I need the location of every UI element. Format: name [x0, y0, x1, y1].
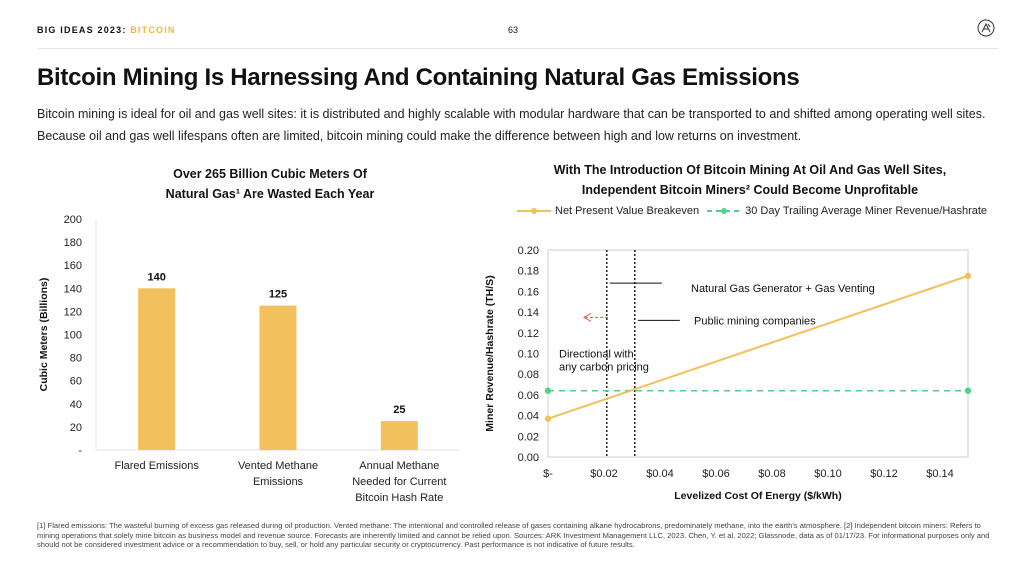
line-y-tick-label: 0.10	[518, 349, 539, 361]
line-y-tick-label: 0.16	[518, 286, 539, 298]
bar-y-tick-label: 100	[64, 330, 82, 342]
right-chart-title: With The Introduction Of Bitcoin Mining …	[500, 160, 1000, 200]
line-chart: 0.00 0.02 0.04 0.06 0.08 0.10 0.12 0.14 0.16 0.18…	[484, 245, 972, 502]
bar-y-tick-label: 40	[70, 399, 82, 411]
line-x-tick-label: $0.14	[926, 468, 954, 480]
bar-category-label: Needed for Current	[352, 476, 446, 488]
bar-category-label: Annual Methane	[359, 460, 439, 472]
right-chart-title-line1: With The Introduction Of Bitcoin Mining …	[553, 163, 947, 177]
bar-category-label: Vented Methane	[238, 460, 318, 472]
line-y-tick-label: 0.18	[518, 266, 539, 278]
bar-y-tick-label: 200	[64, 214, 82, 226]
line-y-tick-label: 0.14	[518, 307, 539, 319]
bar	[138, 288, 176, 450]
plot-frame	[547, 249, 969, 458]
bar	[259, 305, 297, 450]
bar-y-tick-label: 80	[70, 353, 82, 365]
line-x-tick-label: $-	[543, 468, 553, 480]
left-chart-title-line2: Natural Gas¹ Are Wasted Each Year	[165, 187, 375, 201]
footnote: [1] Flared emissions: The wasteful burni…	[37, 521, 990, 550]
bar-data-label: 25	[393, 404, 405, 416]
line-x-tick-label: $0.12	[870, 468, 898, 480]
left-chart-title-line1: Over 265 Billion Cubic Meters Of	[173, 167, 367, 181]
header-accent: BITCOIN	[130, 25, 176, 35]
legend-revenue-label: 30 Day Trailing Average Miner Revenue/Ha…	[745, 205, 988, 217]
breakeven-series-point	[544, 415, 552, 422]
line-x-tick-label: $0.06	[702, 468, 730, 480]
line-y-tick-label: 0.06	[518, 390, 539, 402]
bar-data-label: 140	[147, 271, 165, 283]
report-header: BIG IDEAS 2023: BITCOIN	[37, 25, 176, 35]
revenue-series-point	[544, 387, 552, 394]
bar-y-tick-label: 180	[64, 237, 82, 249]
page-title: Bitcoin Mining Is Harnessing And Contain…	[37, 64, 800, 91]
carbon-pricing-arrowhead	[582, 312, 592, 322]
bar-y-tick-label: 60	[70, 376, 82, 388]
legend-breakeven-swatch	[517, 206, 551, 216]
gas-annotation-label: Natural Gas Generator + Gas Venting	[691, 283, 875, 295]
breakeven-series-point	[964, 272, 972, 280]
header-divider	[37, 48, 997, 49]
line-x-tick-label: $0.02	[590, 468, 618, 480]
bar-y-tick-label: 140	[64, 283, 82, 295]
header-prefix: BIG IDEAS 2023:	[37, 25, 131, 35]
bar-y-tick-label: 20	[70, 422, 82, 434]
ark-logo-icon	[977, 19, 995, 37]
line-y-tick-label: 0.02	[518, 431, 539, 443]
bar-y-tick-label: -	[78, 445, 82, 457]
line-x-axis-title: Levelized Cost Of Energy ($/kWh)	[674, 490, 841, 502]
bar-data-label: 125	[269, 289, 287, 301]
directional-note-line1: Directional with	[559, 349, 634, 361]
line-y-tick-label: 0.04	[518, 411, 539, 423]
line-y-axis-title: Miner Revenue/Hashrate (TH/S)	[484, 275, 496, 431]
breakeven-series-line	[547, 274, 969, 420]
line-x-tick-label: $0.04	[646, 468, 674, 480]
page-number: 63	[508, 25, 519, 35]
bar-category-label: Bitcoin Hash Rate	[355, 492, 443, 504]
right-chart-title-line2: Independent Bitcoin Miners² Could Become…	[581, 183, 919, 197]
line-x-tick-label: $0.08	[758, 468, 786, 480]
directional-note-line2: any carbon pricing	[559, 362, 649, 374]
bar-category-label: Flared Emissions	[114, 460, 199, 472]
intro-paragraph: Bitcoin mining is ideal for oil and gas …	[37, 107, 986, 143]
bar	[380, 421, 418, 450]
left-chart-title: Over 265 Billion Cubic Meters Of Natural…	[80, 164, 460, 204]
line-y-tick-label: 0.12	[518, 328, 539, 340]
line-y-tick-label: 0.20	[518, 245, 539, 257]
line-y-tick-label: 0.08	[518, 369, 539, 381]
bar-y-axis-title: Cubic Meters (Billions)	[38, 278, 50, 392]
bar-category-label: Emissions	[253, 476, 304, 488]
bar-y-tick-label: 160	[64, 260, 82, 272]
legend-revenue-swatch	[707, 206, 742, 216]
bar-y-tick-label: 120	[64, 306, 82, 318]
line-x-tick-label: $0.10	[814, 468, 842, 480]
bar-chart: - 20 40 60 80 100 120 140 160 180 200 Cubic Meters …	[38, 214, 460, 504]
public-annotation-label: Public mining companies	[694, 315, 816, 327]
legend-breakeven-label: Net Present Value Breakeven	[555, 205, 700, 217]
line-y-tick-label: 0.00	[518, 452, 539, 464]
revenue-series-point	[964, 387, 972, 394]
line-chart-legend: Net Present Value Breakeven 30 Day Trail…	[517, 205, 995, 217]
